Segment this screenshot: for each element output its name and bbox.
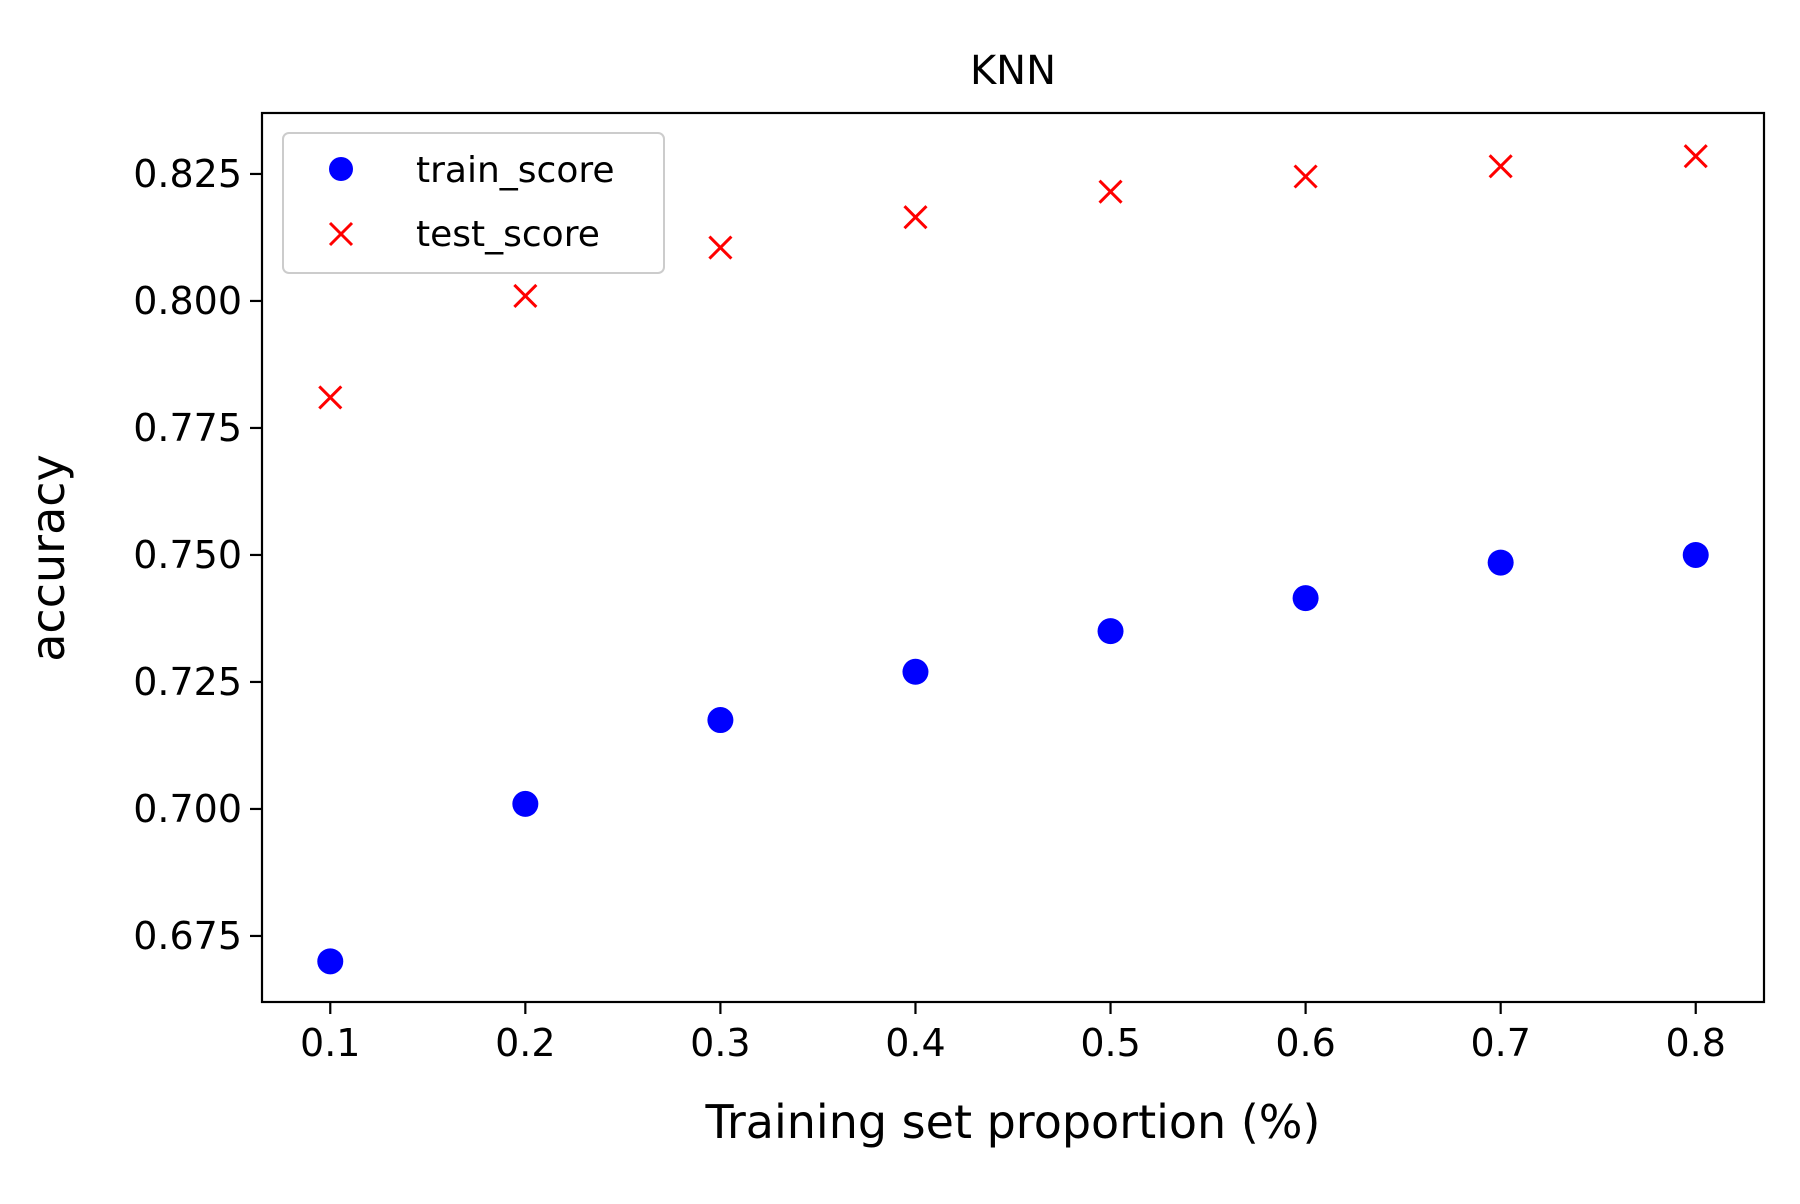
train-score-point [1097, 618, 1124, 645]
y-axis-ticks: 0.675 0.700 0.725 0.750 0.775 0.800 0.825 [133, 152, 262, 958]
x-tick-label: 0.1 [300, 1021, 360, 1065]
x-tick-label: 0.7 [1470, 1021, 1530, 1065]
data-marks [317, 144, 1709, 975]
x-axis-ticks: 0.1 0.2 0.3 0.4 0.5 0.6 0.7 0.8 [300, 1002, 1726, 1065]
train-score-point [1487, 549, 1514, 576]
test-score-point [1683, 144, 1708, 169]
train-score-point [512, 790, 539, 817]
y-tick-label: 0.700 [133, 787, 242, 831]
x-axis-label: Training set proportion (%) [705, 1095, 1321, 1149]
test-score-point [318, 385, 343, 410]
x-tick-label: 0.5 [1080, 1021, 1140, 1065]
train-score-point [1292, 585, 1319, 612]
legend-box [282, 132, 665, 274]
test-score-point [1098, 179, 1123, 204]
y-tick-label: 0.675 [133, 914, 242, 958]
x-tick-label: 0.8 [1666, 1021, 1726, 1065]
y-tick-label: 0.825 [133, 152, 242, 196]
y-tick-label: 0.800 [133, 279, 242, 323]
test-score-point [708, 235, 733, 260]
test-score-point [903, 205, 928, 230]
train-score-point [317, 948, 344, 975]
y-tick-label: 0.750 [133, 533, 242, 577]
legend-label-test-score: test_score [416, 214, 600, 255]
x-tick-label: 0.3 [690, 1021, 750, 1065]
train-score-point [1682, 541, 1709, 568]
y-axis-label: accuracy [21, 454, 75, 662]
x-tick-label: 0.6 [1275, 1021, 1335, 1065]
y-tick-label: 0.725 [133, 660, 242, 704]
test-score-point [1488, 154, 1513, 179]
legend: train_score test_score [282, 132, 665, 274]
x-tick-label: 0.4 [885, 1021, 945, 1065]
x-tick-label: 0.2 [495, 1021, 555, 1065]
legend-label-train-score: train_score [416, 150, 615, 191]
legend-marker-train-score [329, 157, 353, 181]
legend-marker-test-score [328, 221, 354, 247]
test-score-point [1293, 164, 1318, 189]
train-score-point [707, 707, 734, 734]
plot-area-frame [260, 111, 1766, 1004]
y-tick-label: 0.775 [133, 406, 242, 450]
test-score-point [513, 283, 538, 308]
chart-title: KNN [970, 48, 1056, 94]
train-score-point [902, 658, 929, 685]
